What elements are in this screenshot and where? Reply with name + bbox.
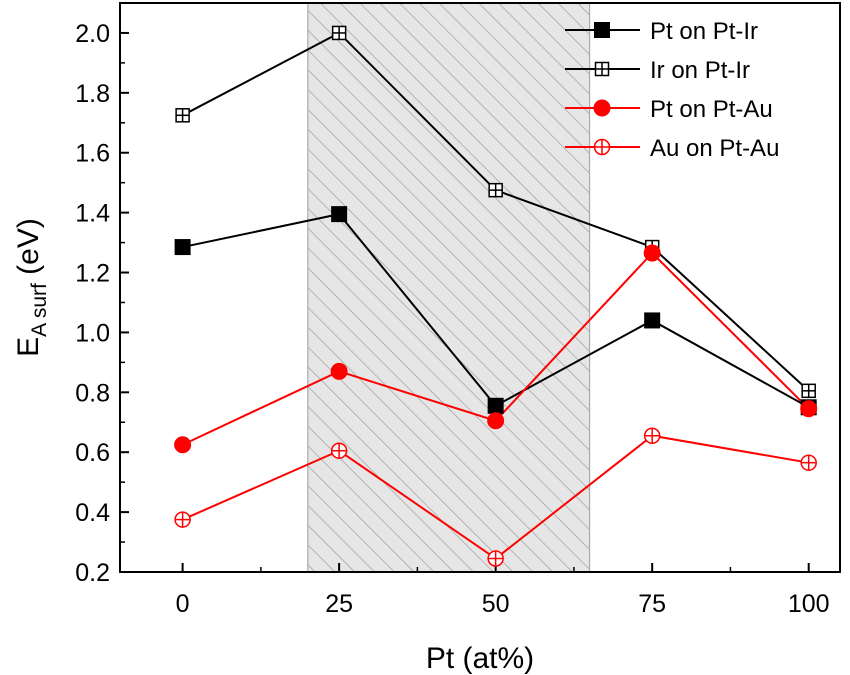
- legend-item-pt-on-pt-au: Pt on Pt-Au: [565, 96, 773, 123]
- data-point-au-on-pt-au: [330, 442, 348, 459]
- data-point-pt-on-pt-au: [174, 436, 192, 454]
- legend: Pt on Pt-Ir Ir on Pt-Ir Pt on Pt-Au Au on P…: [565, 18, 779, 162]
- y-tick-label: 1.4: [75, 200, 110, 228]
- data-point-pt-on-pt-ir: [487, 397, 504, 414]
- data-point-pt-on-pt-ir: [331, 206, 348, 223]
- x-tick-label: 25: [325, 590, 353, 618]
- legend-label: Pt on Pt-Ir: [650, 18, 758, 45]
- legend-label: Ir on Pt-Ir: [650, 57, 750, 84]
- data-point-au-on-pt-au: [800, 454, 817, 471]
- y-tick-label: 1.2: [75, 260, 110, 288]
- data-point-ir-on-pt-ir: [488, 182, 503, 198]
- y-tick-label: 0.4: [75, 499, 110, 527]
- data-point-au-on-pt-au: [643, 427, 661, 444]
- plot-frame-layer: [119, 2, 841, 573]
- y-tick-label: 2.0: [75, 20, 110, 48]
- legend-item-ir-on-pt-ir: Ir on Pt-Ir: [565, 57, 750, 84]
- data-point-au-on-pt-au: [487, 550, 504, 567]
- data-point-pt-on-pt-au: [330, 362, 348, 380]
- legend-marker-shape: [593, 99, 611, 117]
- data-point-pt-on-pt-au-shape: [174, 436, 192, 454]
- shaded-region-layer: [307, 2, 591, 573]
- data-point-pt-on-pt-au-shape: [643, 244, 661, 262]
- data-point-pt-on-pt-au-shape: [487, 412, 505, 430]
- data-point-pt-on-pt-au: [643, 244, 661, 262]
- legend-marker: [594, 22, 610, 38]
- y-tick-label: 1.6: [75, 140, 110, 168]
- data-point-pt-on-pt-ir-shape: [644, 312, 661, 329]
- legend-marker: [593, 138, 611, 156]
- x-tick-label: 75: [638, 590, 666, 618]
- data-point-pt-on-pt-au-shape: [800, 400, 818, 418]
- data-point-au-on-pt-au: [174, 511, 191, 528]
- legend-item-au-on-pt-au: Au on Pt-Au: [565, 135, 779, 162]
- data-point-pt-on-pt-ir: [174, 239, 191, 256]
- legend-marker-shape: [594, 22, 610, 38]
- data-point-pt-on-pt-au: [800, 400, 818, 418]
- data-point-pt-on-pt-ir: [644, 312, 661, 329]
- y-tick-label: 0.6: [75, 439, 110, 467]
- shaded-region-hatch: [307, 2, 591, 573]
- data-point-pt-on-pt-ir-shape: [174, 239, 191, 256]
- y-tick-label: 1.8: [75, 80, 110, 108]
- legend-label: Pt on Pt-Au: [650, 96, 773, 123]
- data-point-pt-on-pt-au-shape: [330, 362, 348, 380]
- y-tick-label: 0.8: [75, 379, 110, 407]
- legend-marker: [593, 99, 611, 117]
- legend-label: Au on Pt-Au: [650, 135, 779, 162]
- data-point-pt-on-pt-ir-shape: [331, 206, 348, 223]
- y-axis-title-unit: (eV): [12, 218, 45, 283]
- y-axis-title: EA surf (eV): [12, 218, 51, 357]
- y-tick-label: 0.2: [75, 559, 110, 587]
- x-tick-label: 50: [482, 590, 510, 618]
- series-layer: [174, 25, 818, 567]
- legend-marker: [594, 61, 610, 77]
- x-axis-title: Pt (at%): [426, 642, 534, 675]
- y-axis-title-main: E: [12, 337, 45, 357]
- data-point-ir-on-pt-ir: [175, 108, 190, 123]
- data-point-ir-on-pt-ir: [801, 383, 816, 399]
- legend-item-pt-on-pt-ir: Pt on Pt-Ir: [565, 18, 758, 45]
- data-point-pt-on-pt-au: [487, 412, 505, 430]
- x-tick-label: 100: [788, 590, 830, 618]
- data-point-pt-on-pt-ir-shape: [487, 397, 504, 414]
- axis-ticks-layer: 0.2 0.4 0.6 0.8 1.0 1.2 1.4 1.6 1.8 2.0 0 25 50 75 100: [75, 2, 830, 618]
- data-point-ir-on-pt-ir: [331, 25, 347, 41]
- plot-frame: [119, 2, 841, 573]
- y-tick-label: 1.0: [75, 319, 110, 347]
- x-tick-label: 0: [176, 590, 190, 618]
- y-axis-title-subscript: A surf: [28, 283, 51, 337]
